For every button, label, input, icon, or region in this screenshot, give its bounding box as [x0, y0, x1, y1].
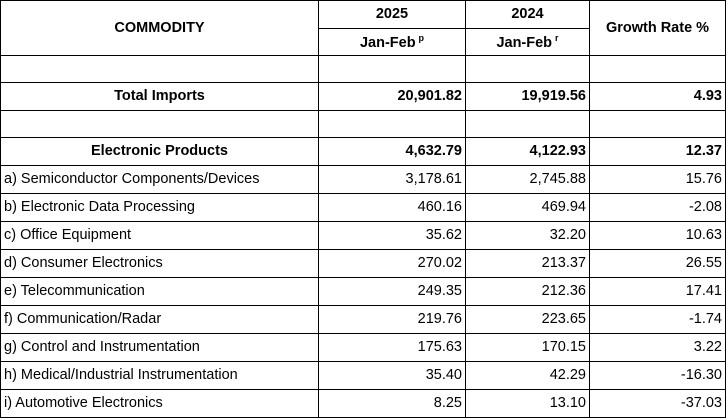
- row-value-2024: 223.65: [465, 305, 590, 334]
- row-value-2024: 42.29: [465, 361, 590, 390]
- period-2025-label: Jan-Feb: [359, 34, 416, 51]
- row-value-2024: 213.37: [465, 249, 590, 278]
- total-imports-2025: 20,901.82: [318, 82, 466, 111]
- table-row: e) Telecommunication 249.35 212.36 17.41: [0, 277, 726, 306]
- row-value-2025: 8.25: [318, 389, 466, 418]
- electronic-products-2025: 4,632.79: [318, 137, 466, 166]
- total-imports-2024: 19,919.56: [465, 82, 590, 111]
- period-2024-header: Jan-Feb r: [465, 28, 590, 56]
- electronic-products-label: Electronic Products: [0, 137, 319, 166]
- row-value-2024: 32.20: [465, 221, 590, 250]
- table-row: d) Consumer Electronics 270.02 213.37 26.55: [0, 249, 726, 278]
- row-label: i) Automotive Electronics: [0, 389, 319, 418]
- electronic-products-row: Electronic Products 4,632.79 4,122.93 12…: [0, 137, 726, 166]
- table-row: h) Medical/Industrial Instrumentation 35.…: [0, 361, 726, 390]
- row-label: e) Telecommunication: [0, 277, 319, 306]
- row-growth: 3.22: [589, 333, 726, 362]
- table-row: b) Electronic Data Processing 460.16 469.9…: [0, 193, 726, 222]
- row-growth: 26.55: [589, 249, 726, 278]
- total-imports-label: Total Imports: [0, 82, 319, 111]
- spacer-row: [0, 110, 726, 138]
- table-row: c) Office Equipment 35.62 32.20 10.63: [0, 221, 726, 250]
- electronic-products-2024: 4,122.93: [465, 137, 590, 166]
- row-value-2025: 270.02: [318, 249, 466, 278]
- row-growth: -37.03: [589, 389, 726, 418]
- row-value-2024: 469.94: [465, 193, 590, 222]
- table-row: a) Semiconductor Components/Devices 3,178…: [0, 165, 726, 194]
- commodity-header: COMMODITY: [0, 0, 319, 56]
- row-growth: -2.08: [589, 193, 726, 222]
- row-label: c) Office Equipment: [0, 221, 319, 250]
- total-imports-growth: 4.93: [589, 82, 726, 111]
- row-growth: 10.63: [589, 221, 726, 250]
- year-2024-header: 2024: [465, 0, 590, 29]
- row-value-2025: 175.63: [318, 333, 466, 362]
- table-row: f) Communication/Radar 219.76 223.65 -1.74: [0, 305, 726, 334]
- row-value-2025: 35.40: [318, 361, 466, 390]
- row-value-2024: 2,745.88: [465, 165, 590, 194]
- row-label: g) Control and Instrumentation: [0, 333, 319, 362]
- row-label: h) Medical/Industrial Instrumentation: [0, 361, 319, 390]
- table-row: g) Control and Instrumentation 175.63 170.…: [0, 333, 726, 362]
- growth-rate-header: Growth Rate %: [589, 0, 726, 56]
- row-value-2025: 3,178.61: [318, 165, 466, 194]
- row-label: d) Consumer Electronics: [0, 249, 319, 278]
- row-value-2025: 35.62: [318, 221, 466, 250]
- row-growth: 17.41: [589, 277, 726, 306]
- preliminary-mark: p: [418, 32, 425, 43]
- spacer-row: [0, 55, 726, 83]
- row-value-2024: 170.15: [465, 333, 590, 362]
- row-value-2024: 212.36: [465, 277, 590, 306]
- row-growth: -16.30: [589, 361, 726, 390]
- table-row: i) Automotive Electronics 8.25 13.10 -37.03: [0, 389, 726, 418]
- row-growth: -1.74: [589, 305, 726, 334]
- period-2024-label: Jan-Feb: [496, 34, 553, 51]
- header-row-periods: Jan-Feb p Jan-Feb r: [1, 28, 726, 56]
- row-label: b) Electronic Data Processing: [0, 193, 319, 222]
- revised-mark: r: [555, 32, 559, 43]
- row-value-2024: 13.10: [465, 389, 590, 418]
- row-growth: 15.76: [589, 165, 726, 194]
- total-imports-row: Total Imports 20,901.82 19,919.56 4.93: [0, 82, 726, 111]
- row-label: f) Communication/Radar: [0, 305, 319, 334]
- row-value-2025: 460.16: [318, 193, 466, 222]
- electronic-products-growth: 12.37: [589, 137, 726, 166]
- row-value-2025: 219.76: [318, 305, 466, 334]
- period-2025-header: Jan-Feb p: [318, 28, 466, 56]
- row-value-2025: 249.35: [318, 277, 466, 306]
- year-2025-header: 2025: [318, 0, 466, 29]
- header-row-years: COMMODITY 2025 2024 Growth Rate %: [0, 0, 726, 56]
- row-label: a) Semiconductor Components/Devices: [0, 165, 319, 194]
